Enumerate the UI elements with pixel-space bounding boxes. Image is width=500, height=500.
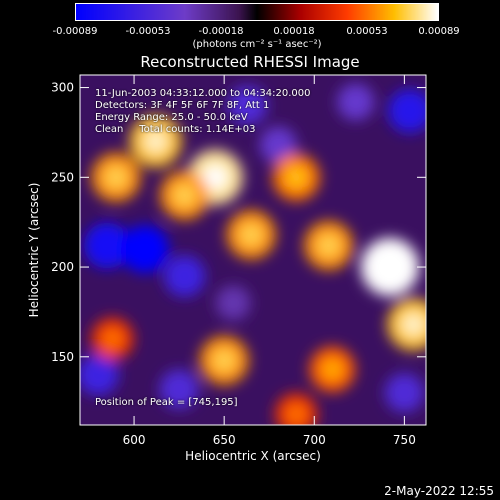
negative-region bbox=[84, 222, 131, 269]
y-tick-label: 300 bbox=[51, 81, 74, 95]
negative-region bbox=[259, 126, 297, 164]
emission-core bbox=[317, 234, 340, 257]
emission-core bbox=[213, 349, 236, 372]
colorbar-tick-label: 0.00018 bbox=[273, 26, 315, 37]
x-tick-label: 650 bbox=[213, 433, 236, 447]
negative-region bbox=[120, 225, 169, 274]
colorbar-tick-label: 0.00053 bbox=[346, 26, 388, 37]
y-tick-label: 150 bbox=[51, 350, 74, 364]
negative-region bbox=[163, 255, 206, 297]
plot-frame bbox=[79, 74, 427, 426]
y-tick-label: 200 bbox=[51, 260, 74, 274]
negative-region bbox=[387, 89, 426, 133]
x-tick-label: 700 bbox=[303, 433, 326, 447]
info-detectors: Detectors: 3F 4F 5F 6F 7F 8F, Att 1 bbox=[95, 100, 270, 111]
chart-title: Reconstructed RHESSI Image bbox=[140, 53, 360, 71]
x-tick-label: 750 bbox=[393, 433, 416, 447]
emission-core bbox=[173, 184, 196, 207]
y-axis-label: Heliocentric Y (arcsec) bbox=[27, 183, 41, 318]
colorbar bbox=[75, 3, 439, 21]
emission-core bbox=[401, 312, 426, 337]
colorbar-unit-label: (photons cm⁻² s⁻¹ asec⁻²) bbox=[192, 39, 322, 50]
x-tick-label: 600 bbox=[123, 433, 146, 447]
colorbar-tick-label: -0.00053 bbox=[125, 26, 171, 37]
emission-core bbox=[322, 359, 343, 380]
info-time-range: 11-Jun-2003 04:33:12.000 to 04:34:20.000 bbox=[95, 88, 311, 99]
y-tick-label: 250 bbox=[51, 170, 74, 184]
emission-core bbox=[143, 129, 168, 154]
colorbar-tick-label: -0.00089 bbox=[52, 26, 98, 37]
negative-region bbox=[80, 354, 119, 396]
emission-core bbox=[105, 166, 128, 189]
emission-core bbox=[240, 223, 263, 246]
colorbar-tick-label: 0.00089 bbox=[418, 26, 460, 37]
negative-region bbox=[384, 373, 424, 413]
emission-core bbox=[286, 404, 306, 424]
emission-core bbox=[376, 254, 404, 281]
info-peak: Position of Peak = [745,195] bbox=[95, 397, 238, 408]
timestamp: 2-May-2022 12:55 bbox=[384, 484, 494, 498]
colorbar-tick-label: -0.00018 bbox=[198, 26, 244, 37]
negative-region bbox=[159, 369, 199, 409]
negative-region bbox=[337, 83, 375, 121]
negative-region bbox=[215, 285, 251, 321]
emission-core bbox=[102, 329, 123, 349]
info-clean: Clean Total counts: 1.14E+03 bbox=[95, 124, 256, 135]
negative-region bbox=[227, 85, 268, 126]
emission-core bbox=[202, 164, 228, 190]
x-axis-label: Heliocentric X (arcsec) bbox=[185, 449, 321, 463]
info-energy: Energy Range: 25.0 - 50.0 keV bbox=[95, 112, 248, 123]
emission-core bbox=[285, 166, 307, 188]
